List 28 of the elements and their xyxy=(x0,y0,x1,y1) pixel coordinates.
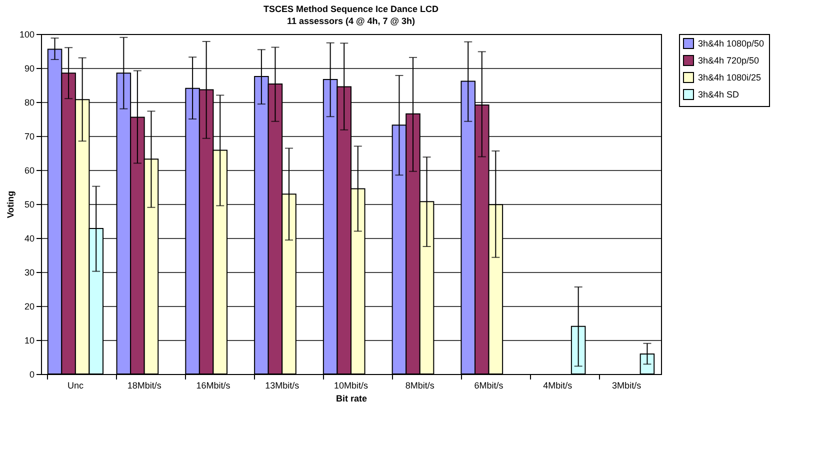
legend-label: 3h&4h 1080p/50 xyxy=(698,38,764,48)
x-tick-label: 10Mbit/s xyxy=(334,380,369,390)
x-tick-label: 13Mbit/s xyxy=(265,380,300,390)
legend-label: 3h&4h SD xyxy=(698,90,740,100)
chart-title: TSCES Method Sequence Ice Dance LCD xyxy=(263,4,440,14)
y-tick-label: 90 xyxy=(24,64,34,74)
y-tick-label: 10 xyxy=(24,336,34,346)
y-tick-label: 60 xyxy=(24,166,34,176)
x-axis-title: Bit rate xyxy=(336,394,368,404)
x-tick-label: 3Mbit/s xyxy=(612,380,642,390)
y-axis-title: Voting xyxy=(5,190,16,218)
y-tick-label: 50 xyxy=(24,200,34,210)
x-tick-label: 16Mbit/s xyxy=(196,380,231,390)
y-tick-label: 100 xyxy=(19,30,34,40)
x-tick-label: 4Mbit/s xyxy=(543,380,573,390)
legend-label: 3h&4h 1080i/25 xyxy=(698,72,762,82)
x-tick-label: 18Mbit/s xyxy=(127,380,162,390)
y-tick-label: 20 xyxy=(24,302,34,312)
legend-label: 3h&4h 720p/50 xyxy=(698,56,760,66)
x-tick-label: 8Mbit/s xyxy=(405,380,435,390)
y-tick-label: 80 xyxy=(24,98,34,108)
x-tick-label: Unc xyxy=(67,380,84,390)
y-tick-label: 0 xyxy=(29,370,34,380)
y-tick-label: 40 xyxy=(24,234,34,244)
x-tick-label: 6Mbit/s xyxy=(474,380,504,390)
y-tick-label: 70 xyxy=(24,132,34,142)
y-tick-label: 30 xyxy=(24,268,34,278)
chart-subtitle: 11 assessors (4 @ 4h, 7 @ 3h) xyxy=(286,16,416,26)
